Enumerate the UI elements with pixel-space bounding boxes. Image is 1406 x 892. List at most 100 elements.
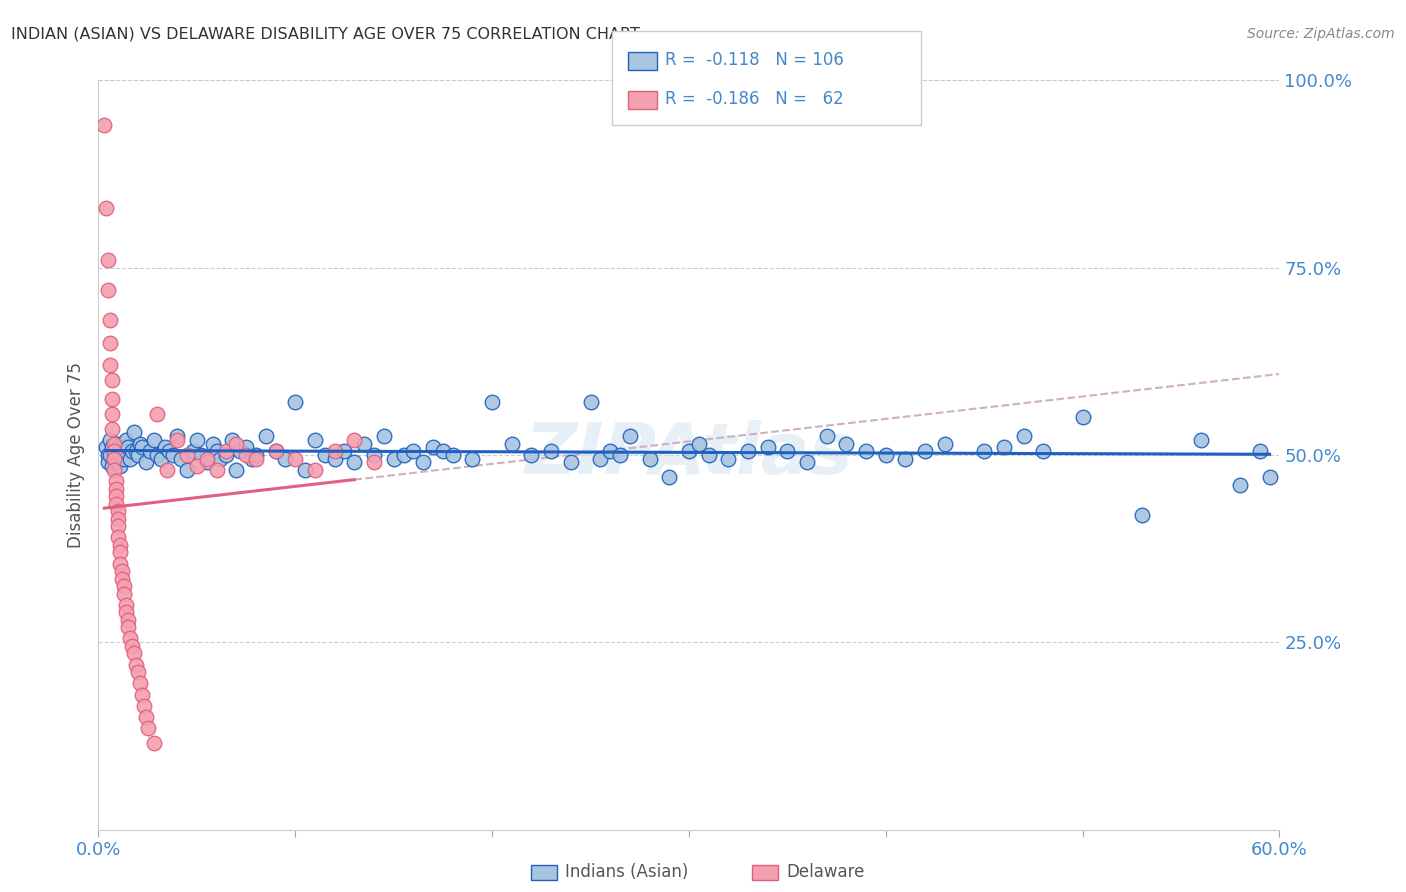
Point <box>540 444 562 458</box>
Point <box>560 455 582 469</box>
Point <box>235 448 257 462</box>
Point <box>97 283 120 297</box>
Point <box>107 511 129 525</box>
Point <box>97 253 120 268</box>
Point <box>186 433 208 447</box>
Point <box>121 639 143 653</box>
Point <box>105 455 128 469</box>
Point <box>225 463 247 477</box>
Point <box>156 463 179 477</box>
Point <box>115 605 138 619</box>
Point <box>815 429 838 443</box>
Point <box>117 441 139 455</box>
Point <box>1249 444 1271 458</box>
Point <box>201 436 224 450</box>
Point <box>115 444 138 458</box>
Point <box>323 451 346 466</box>
Point <box>481 395 503 409</box>
Point <box>112 451 135 466</box>
Point <box>96 201 118 215</box>
Point <box>835 436 858 450</box>
Point <box>658 470 681 484</box>
Point <box>142 736 165 750</box>
Point <box>98 335 121 350</box>
Point <box>875 448 897 462</box>
Point <box>678 444 700 458</box>
Point <box>127 665 149 680</box>
Point <box>98 358 121 372</box>
Point <box>284 451 307 466</box>
Point <box>284 395 307 409</box>
Point <box>136 722 159 736</box>
Point <box>609 448 631 462</box>
Point <box>245 448 267 462</box>
Point <box>245 451 267 466</box>
Point <box>599 444 621 458</box>
Point <box>176 448 198 462</box>
Point <box>103 444 125 458</box>
Text: R =  -0.118   N = 106: R = -0.118 N = 106 <box>665 51 844 69</box>
Point <box>122 425 145 440</box>
Point <box>205 463 228 477</box>
Point <box>128 676 150 690</box>
Point <box>934 436 956 450</box>
Point <box>108 538 131 552</box>
Point <box>314 448 336 462</box>
Point <box>135 710 157 724</box>
Point <box>108 545 131 559</box>
Point <box>131 441 153 455</box>
Point <box>97 455 120 469</box>
Point <box>294 463 316 477</box>
Point <box>103 444 125 458</box>
Point <box>117 613 139 627</box>
Point <box>170 451 193 466</box>
Point <box>96 441 118 455</box>
Point <box>142 433 165 447</box>
Point <box>304 463 326 477</box>
Point <box>128 436 150 450</box>
Point <box>461 451 484 466</box>
Point <box>103 436 125 450</box>
Point <box>190 448 212 462</box>
Point <box>103 451 125 466</box>
Point <box>796 455 818 469</box>
Point <box>107 519 129 533</box>
Point <box>195 455 218 469</box>
Point <box>274 451 297 466</box>
Point <box>353 436 375 450</box>
Point <box>264 444 287 458</box>
Point <box>101 392 124 406</box>
Point <box>166 429 188 443</box>
Point <box>112 579 135 593</box>
Point <box>111 441 134 455</box>
Point <box>894 451 917 466</box>
Point <box>118 451 141 466</box>
Point <box>579 395 602 409</box>
Point <box>240 451 263 466</box>
Point <box>146 407 169 421</box>
Point <box>264 444 287 458</box>
Point <box>225 436 247 450</box>
Text: INDIAN (ASIAN) VS DELAWARE DISABILITY AGE OVER 75 CORRELATION CHART: INDIAN (ASIAN) VS DELAWARE DISABILITY AG… <box>11 27 640 42</box>
Point <box>108 436 131 450</box>
Point <box>412 455 434 469</box>
Point <box>1189 433 1212 447</box>
Point <box>132 698 155 713</box>
Point <box>688 436 710 450</box>
Point <box>186 459 208 474</box>
Point <box>638 451 661 466</box>
Point <box>209 451 232 466</box>
Point <box>343 433 366 447</box>
Point <box>323 444 346 458</box>
Point <box>107 451 129 466</box>
Point <box>146 448 169 462</box>
Point <box>115 598 138 612</box>
Point <box>993 441 1015 455</box>
Text: ZIPAtlas: ZIPAtlas <box>524 420 853 490</box>
Point <box>103 463 125 477</box>
Point <box>105 489 128 503</box>
Point <box>441 448 464 462</box>
Y-axis label: Disability Age Over 75: Disability Age Over 75 <box>66 362 84 548</box>
Point <box>195 451 218 466</box>
Point <box>392 448 415 462</box>
